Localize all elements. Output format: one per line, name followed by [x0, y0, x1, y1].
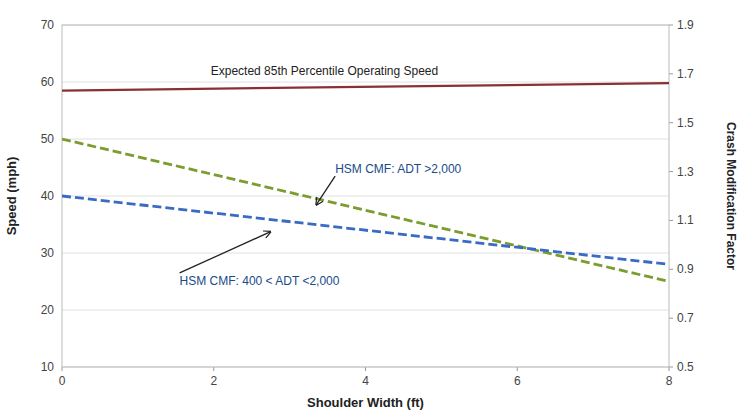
series-group [62, 83, 669, 281]
series-line [62, 196, 669, 264]
y-tick-label: 40 [41, 189, 55, 203]
y-axis-label: Speed (mph) [4, 157, 19, 236]
y-tick-label: 50 [41, 132, 55, 146]
plot-frame [62, 25, 669, 367]
x-tick [213, 367, 214, 371]
annotation: HSM CMF: ADT >2,000 [335, 162, 461, 176]
x-tick-label: 4 [362, 374, 369, 388]
y2-axis-label: Crash Modification Factor [724, 122, 738, 270]
y-tick-label: 30 [41, 246, 55, 260]
x-tick-label: 8 [666, 374, 673, 388]
annotation: HSM CMF: 400 < ADT <2,000 [180, 274, 340, 288]
x-tick [517, 367, 518, 371]
x-axis-label: Shoulder Width (ft) [307, 395, 424, 410]
y2-tick [669, 122, 673, 123]
chart: 10 20 30 40 50 60 70 0.5 0.7 0.9 1.1 1.3 1.5 1.7 1.9 0 2… [0, 0, 741, 419]
speed-label: Expected 85th Percentile Operating Speed [211, 64, 438, 78]
y-tick-label: 20 [41, 303, 55, 317]
chart-container: 10 20 30 40 50 60 70 0.5 0.7 0.9 1.1 1.3 1.5 1.7 1.9 0 2… [0, 0, 741, 419]
grid-line [62, 253, 669, 254]
x-tick-label: 0 [59, 374, 66, 388]
y2-tick-label: 1.7 [677, 67, 694, 81]
y2-tick-label: 1.5 [677, 116, 694, 130]
y2-tick-label: 1.1 [677, 213, 694, 227]
grid-line [62, 310, 669, 311]
y2-tick-label: 0.9 [677, 262, 694, 276]
series-line [62, 139, 669, 282]
y2-tick [669, 171, 673, 172]
grid-line [62, 139, 669, 140]
series-line [62, 83, 669, 90]
annotation-arrow [180, 232, 271, 273]
y2-tick [669, 269, 673, 270]
grid-line [62, 82, 669, 83]
x-tick [62, 367, 63, 371]
y2-tick [669, 220, 673, 221]
annotation-arrow [316, 176, 335, 205]
grid [62, 25, 669, 367]
x-tick [365, 367, 366, 371]
grid-line [62, 196, 669, 197]
x-tick-label: 6 [514, 374, 521, 388]
y-tick-label: 60 [41, 75, 55, 89]
y2-tick [669, 25, 673, 26]
y2-tick-label: 0.5 [677, 360, 694, 374]
y-tick-label: 10 [41, 360, 55, 374]
y2-tick [669, 73, 673, 74]
y2-tick-label: 1.3 [677, 165, 694, 179]
y2-tick [669, 318, 673, 319]
y2-tick-label: 0.7 [677, 311, 694, 325]
y2-tick [669, 367, 673, 368]
x-tick [669, 367, 670, 371]
x-tick-label: 2 [210, 374, 217, 388]
y2-tick-label: 1.9 [677, 18, 694, 32]
y-tick-label: 70 [41, 18, 55, 32]
